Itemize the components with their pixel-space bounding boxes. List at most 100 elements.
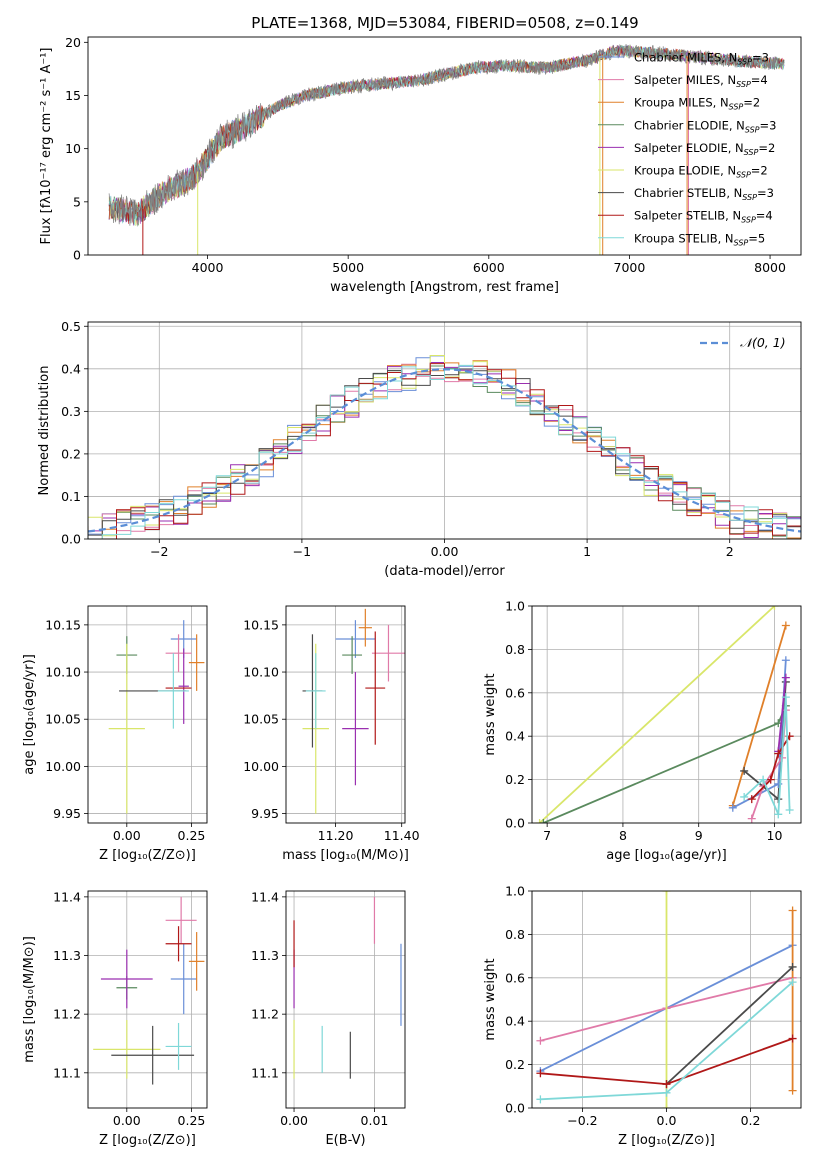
y-tick-label: 0.0 — [505, 1101, 525, 1116]
x-tick-label: 5000 — [332, 260, 364, 275]
y-tick-label: 5 — [73, 194, 81, 209]
y-tick-label: 0.8 — [505, 927, 525, 942]
y-tick-label: 0.1 — [61, 489, 81, 504]
x-tick-label: 9 — [695, 828, 703, 843]
y-tick-label: 10.00 — [45, 759, 81, 774]
y-tick-label: 0.4 — [505, 729, 525, 744]
y-tick-label: 1.0 — [505, 599, 525, 614]
x-tick-label: 0.25 — [178, 828, 206, 843]
plot-area — [108, 620, 205, 814]
plot-area — [108, 43, 785, 255]
y-tick-label: 0.4 — [505, 1014, 525, 1029]
y-tick-label: 11.1 — [251, 1065, 279, 1080]
spectrum-legend: Chabrier MILES, NSSP=3 Salpeter MILES, NS… — [598, 51, 776, 247]
x-tick-label: 11.40 — [384, 828, 420, 843]
mass-weight-marker — [536, 1069, 545, 1078]
y-tick-label: 11.3 — [251, 948, 279, 963]
gaussian-curve — [88, 368, 801, 533]
y-tick-label: 0.6 — [505, 685, 525, 700]
x-axis-label: wavelength [Angstrom, rest frame] — [330, 280, 559, 295]
mass-weight-line — [731, 625, 787, 806]
legend-label: Salpeter MILES, NSSP=4 — [634, 73, 768, 89]
y-tick-label: 10 — [65, 141, 81, 156]
x-tick-label: 7 — [543, 828, 551, 843]
mass-weight-marker — [774, 810, 783, 819]
x-tick-label: 4000 — [192, 260, 224, 275]
y-tick-label: 9.95 — [53, 806, 81, 821]
y-tick-label: 0.2 — [505, 772, 525, 787]
mass-weight-marker — [747, 814, 756, 823]
mass-weight-marker — [536, 1036, 545, 1045]
x-tick-label: −1 — [293, 544, 311, 559]
y-axis-label: mass weight — [483, 958, 498, 1040]
x-tick-label: 8000 — [754, 260, 786, 275]
panel-residuals: −2 −1 0.00 1 2 0.0 0.1 0.2 0.3 0.4 0.5 (data-model)… — [37, 319, 802, 579]
mass-weight-marker — [788, 978, 797, 987]
mass-weight-marker — [766, 775, 775, 784]
x-tick-label: 0.0 — [657, 1113, 677, 1128]
legend-label: Salpeter ELODIE, NSSP=2 — [634, 141, 775, 157]
legend-label: Salpeter STELIB, NSSP=4 — [634, 209, 773, 225]
gaussian-legend-label: 𝒩(0, 1) — [740, 335, 786, 350]
mass-weight-marker — [774, 749, 783, 758]
y-tick-label: 1.0 — [505, 884, 525, 899]
x-axis-label: Z [log₁₀(Z/Z⊙)] — [99, 848, 196, 863]
legend-label: Kroupa ELODIE, NSSP=2 — [634, 164, 768, 180]
plot-area — [293, 896, 402, 1079]
mass-weight-marker — [759, 775, 768, 784]
x-tick-label: 0.00 — [280, 1113, 308, 1128]
panel-age_vs_Z: 0.00 0.25 9.95 10.00 10.05 10.10 10.15 Z [log₁₀… — [22, 605, 208, 863]
mass-weight-line — [538, 606, 776, 823]
panel-spectrum: 4000 5000 6000 7000 8000 0 5 10 15 20 wavelength [… — [39, 35, 802, 295]
x-axis-label: Z [log₁₀(Z/Z⊙)] — [99, 1133, 196, 1148]
axes-frame — [285, 605, 406, 824]
y-tick-label: 0.0 — [61, 532, 81, 547]
panel-age_vs_mass: 11.20 11.40 9.95 10.00 10.05 10.10 10.15 mass [… — [243, 605, 420, 863]
panel-mass_vs_Z: 0.00 0.25 11.1 11.2 11.3 11.4 Z [log₁₀(Z/Z⊙)] m… — [22, 889, 208, 1148]
panel-mass_weight_vs_Z: −0.2 0.0 0.2 0.0 0.2 0.4 0.6 0.8 1.0 Z [log₁₀(Z/Z… — [483, 884, 802, 1148]
y-tick-label: 0.2 — [505, 1057, 525, 1072]
mass-weight-marker — [728, 803, 737, 812]
y-tick-label: 11.1 — [53, 1065, 81, 1080]
y-tick-label: 11.2 — [53, 1007, 81, 1022]
y-axis-label: Flux [fλ10⁻¹⁷ erg cm⁻² s⁻¹ A⁻¹] — [39, 48, 54, 245]
y-axis-label: mass [log₁₀(M/M⊙)] — [22, 936, 37, 1063]
y-tick-label: 10.00 — [243, 759, 279, 774]
x-tick-label: 0.01 — [361, 1113, 389, 1128]
figure-title: PLATE=1368, MJD=53084, FIBERID=0508, z=0… — [251, 14, 638, 32]
mass-weight-line — [777, 677, 787, 752]
grid-lines — [286, 891, 405, 1108]
x-axis-label: age [log₁₀(age/yr)] — [606, 848, 727, 863]
y-tick-label: 11.4 — [251, 889, 279, 904]
residual-histogram — [88, 365, 801, 539]
x-tick-label: 2 — [726, 544, 734, 559]
mass-weight-marker — [770, 606, 779, 610]
mass-weight-marker — [788, 962, 797, 971]
axes-frame — [285, 890, 406, 1109]
mass-weight-line — [665, 966, 794, 1085]
y-tick-label: 0.4 — [61, 361, 81, 376]
mass-weight-marker — [781, 656, 790, 665]
residual-histogram — [88, 363, 801, 539]
grid-lines — [88, 322, 801, 540]
mass-weight-marker — [539, 819, 548, 823]
y-tick-label: 15 — [65, 88, 81, 103]
axes-frame — [87, 36, 802, 256]
x-tick-label: 0.00 — [431, 544, 459, 559]
y-tick-label: 0.6 — [505, 970, 525, 985]
y-axis-label: age [log₁₀(age/yr)] — [22, 654, 37, 775]
mass-weight-marker — [785, 805, 794, 814]
mass-weight-marker — [781, 673, 790, 682]
legend-label: Chabrier ELODIE, NSSP=3 — [634, 118, 776, 134]
y-tick-label: 10.15 — [243, 617, 279, 632]
mass-weight-marker — [740, 766, 749, 775]
mass-weight-marker — [788, 1034, 797, 1043]
mass-weight-marker — [662, 1104, 671, 1108]
y-axis-label: Normed distribution — [37, 366, 52, 496]
y-tick-label: 0.5 — [61, 319, 81, 334]
legend-label: Chabrier STELIB, NSSP=3 — [634, 186, 774, 202]
y-tick-label: 0.8 — [505, 642, 525, 657]
axes-frame — [531, 605, 802, 824]
mass-weight-marker — [740, 792, 749, 801]
